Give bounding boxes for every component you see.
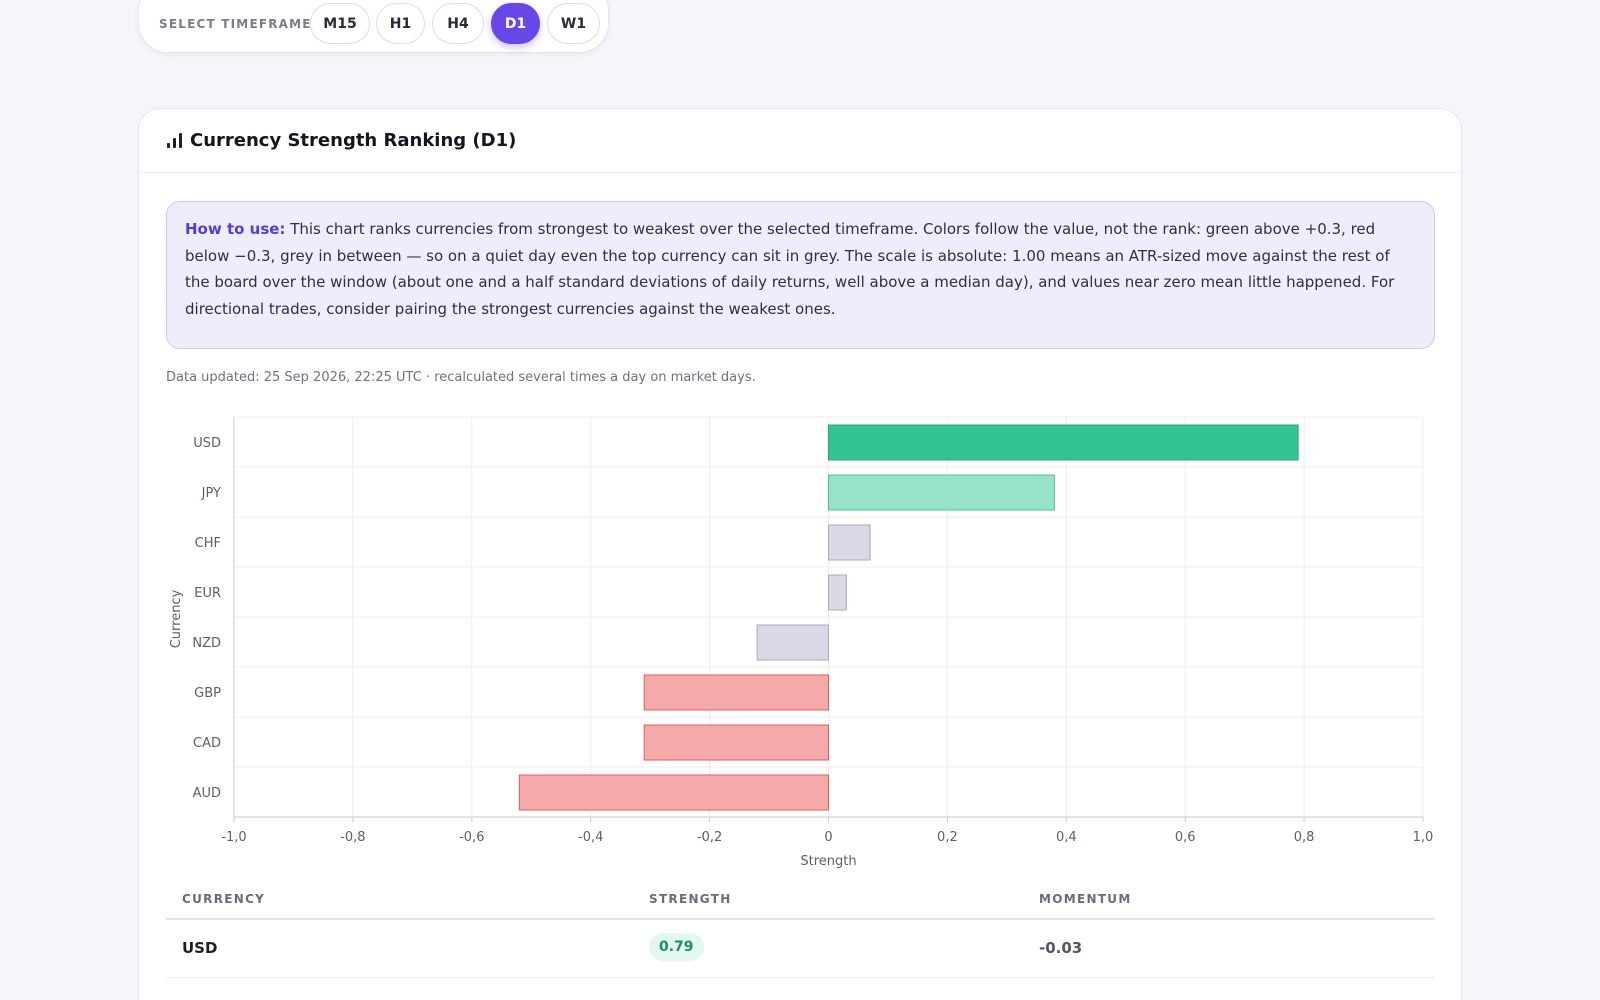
how-to-use-text: This chart ranks currencies from stronge…	[185, 220, 1395, 318]
x-tick-label: 0,2	[937, 830, 958, 845]
timeframe-h1-button[interactable]: H1	[376, 3, 425, 44]
bar-jpy	[828, 474, 1055, 511]
x-tick-label: -0,4	[578, 830, 603, 845]
x-tick-label: -0,8	[340, 830, 365, 845]
bar-nzd	[756, 624, 829, 661]
how-to-use-box: How to use: This chart ranks currencies …	[166, 201, 1435, 349]
bar-aud	[518, 774, 829, 811]
x-tick-label: 1,0	[1413, 830, 1434, 845]
row-momentum: -0.03	[1039, 939, 1083, 957]
strength-table: CURRENCY STRENGTH MOMENTUM USD 0.79 -0.0…	[166, 877, 1435, 978]
table-row[interactable]: USD 0.79 -0.03	[166, 920, 1435, 978]
bar-cad	[643, 724, 829, 761]
header-momentum: MOMENTUM	[1039, 892, 1132, 906]
timeframe-label: SELECT TIMEFRAME:	[159, 17, 318, 31]
table-header: CURRENCY STRENGTH MOMENTUM	[166, 877, 1435, 920]
row-currency: USD	[182, 939, 218, 957]
y-tick-label: EUR	[194, 586, 221, 601]
y-tick-label: AUD	[193, 786, 221, 801]
y-tick-label: GBP	[194, 686, 221, 701]
y-axis-title: Currency	[169, 589, 184, 648]
card-title: Currency Strength Ranking (D1)	[190, 130, 517, 151]
strength-card: Currency Strength Ranking (D1) How to us…	[138, 108, 1462, 1000]
bar-eur	[828, 574, 847, 611]
timeframe-m15-button[interactable]: M15	[310, 3, 370, 44]
y-tick-label: USD	[193, 436, 221, 451]
x-tick-label: -0,6	[459, 830, 484, 845]
header-strength: STRENGTH	[649, 892, 732, 906]
timeframe-w1-button[interactable]: W1	[547, 3, 600, 44]
timeframe-d1-button[interactable]: D1	[491, 3, 540, 44]
x-tick-label: 0	[824, 830, 832, 845]
x-tick-label: -1,0	[221, 830, 246, 845]
strength-bar-chart: USD JPY CHF EUR NZD GBP CAD AUD -1,0 -0,8 -0,6 -0,4…	[169, 416, 1434, 869]
row-strength-badge: 0.79	[649, 933, 704, 961]
x-tick-label: 0,4	[1056, 830, 1077, 845]
data-updated-note: Data updated: 25 Sep 2026, 22:25 UTC · r…	[166, 370, 756, 385]
y-tick-label: CHF	[195, 536, 221, 551]
x-tick-label: -0,2	[697, 830, 722, 845]
header-currency: CURRENCY	[182, 892, 266, 906]
x-tick-label: 0,8	[1294, 830, 1315, 845]
bar-chart-icon	[167, 133, 182, 148]
x-axis-title: Strength	[800, 854, 856, 869]
y-tick-label: NZD	[192, 636, 221, 651]
bar-chf	[828, 524, 871, 561]
timeframe-h4-button[interactable]: H4	[432, 3, 484, 44]
how-to-use-lead: How to use:	[185, 220, 286, 238]
y-tick-label: JPY	[201, 486, 221, 501]
bar-gbp	[643, 674, 829, 711]
card-header: Currency Strength Ranking (D1)	[139, 109, 1461, 173]
y-tick-label: CAD	[193, 736, 221, 751]
bar-usd	[828, 424, 1299, 461]
x-tick-label: 0,6	[1175, 830, 1196, 845]
